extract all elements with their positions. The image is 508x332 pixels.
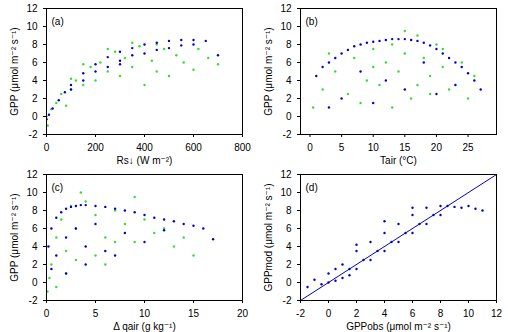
svg-text:GPPobs (μmol m⁻² s⁻¹): GPPobs (μmol m⁻² s⁻¹) — [346, 321, 451, 332]
svg-text:8: 8 — [286, 39, 292, 50]
svg-text:(d): (d) — [306, 182, 318, 193]
svg-text:6: 6 — [286, 57, 292, 68]
svg-text:6: 6 — [286, 223, 292, 234]
svg-text:2: 2 — [32, 93, 38, 104]
svg-text:0: 0 — [286, 111, 292, 122]
svg-text:5: 5 — [93, 308, 99, 319]
svg-text:Δ qair (g kg⁻¹): Δ qair (g kg⁻¹) — [113, 321, 176, 332]
svg-text:8: 8 — [32, 205, 38, 216]
svg-text:0: 0 — [326, 308, 332, 319]
svg-text:4: 4 — [32, 75, 38, 86]
svg-text:12: 12 — [26, 169, 38, 180]
svg-text:(b): (b) — [306, 16, 318, 27]
svg-text:20: 20 — [237, 308, 249, 319]
svg-text:200: 200 — [87, 142, 104, 153]
svg-text:400: 400 — [136, 142, 153, 153]
svg-text:0: 0 — [286, 277, 292, 288]
svg-text:20: 20 — [431, 142, 443, 153]
svg-text:6: 6 — [32, 57, 38, 68]
svg-text:25: 25 — [462, 142, 474, 153]
svg-text:0: 0 — [32, 111, 38, 122]
svg-text:12: 12 — [280, 3, 292, 14]
svg-text:0: 0 — [32, 277, 38, 288]
svg-text:GPP (μmol m⁻² s⁻¹): GPP (μmol m⁻² s⁻¹) — [9, 193, 20, 281]
svg-text:Rs↓ (W m⁻²): Rs↓ (W m⁻²) — [117, 155, 173, 166]
svg-text:600: 600 — [185, 142, 202, 153]
svg-text:4: 4 — [32, 241, 38, 252]
svg-text:800: 800 — [234, 142, 251, 153]
svg-text:10: 10 — [463, 308, 475, 319]
svg-text:12: 12 — [280, 169, 292, 180]
svg-text:2: 2 — [286, 93, 292, 104]
svg-text:10: 10 — [26, 21, 38, 32]
svg-text:10: 10 — [139, 308, 151, 319]
svg-text:(c): (c) — [52, 182, 64, 193]
svg-text:10: 10 — [368, 142, 380, 153]
svg-text:-2: -2 — [283, 295, 292, 306]
svg-text:-2: -2 — [283, 129, 292, 140]
svg-text:15: 15 — [399, 142, 411, 153]
svg-text:12: 12 — [26, 3, 38, 14]
svg-text:-2: -2 — [296, 308, 305, 319]
svg-text:Tair (°C): Tair (°C) — [380, 155, 417, 166]
svg-text:0: 0 — [44, 142, 50, 153]
svg-text:10: 10 — [280, 21, 292, 32]
svg-text:GPP (μmol m⁻² s⁻¹): GPP (μmol m⁻² s⁻¹) — [9, 27, 20, 115]
svg-text:2: 2 — [286, 259, 292, 270]
svg-text:GPPmod (μmol m⁻² s⁻¹): GPPmod (μmol m⁻² s⁻¹) — [263, 184, 274, 292]
svg-text:2: 2 — [354, 308, 360, 319]
svg-text:4: 4 — [286, 241, 292, 252]
svg-text:8: 8 — [438, 308, 444, 319]
svg-text:8: 8 — [286, 205, 292, 216]
svg-text:-2: -2 — [29, 295, 38, 306]
svg-text:10: 10 — [280, 187, 292, 198]
svg-text:6: 6 — [410, 308, 416, 319]
svg-text:8: 8 — [32, 39, 38, 50]
svg-text:12: 12 — [491, 308, 503, 319]
svg-text:10: 10 — [26, 187, 38, 198]
svg-text:15: 15 — [188, 308, 200, 319]
svg-text:2: 2 — [32, 259, 38, 270]
svg-text:-2: -2 — [29, 129, 38, 140]
svg-text:6: 6 — [32, 223, 38, 234]
svg-text:4: 4 — [382, 308, 388, 319]
svg-text:4: 4 — [286, 75, 292, 86]
svg-text:(a): (a) — [52, 16, 64, 27]
svg-text:5: 5 — [339, 142, 345, 153]
svg-text:0: 0 — [307, 142, 313, 153]
svg-text:0: 0 — [44, 308, 50, 319]
svg-text:GPP (μmol m⁻² s⁻¹): GPP (μmol m⁻² s⁻¹) — [263, 27, 274, 115]
